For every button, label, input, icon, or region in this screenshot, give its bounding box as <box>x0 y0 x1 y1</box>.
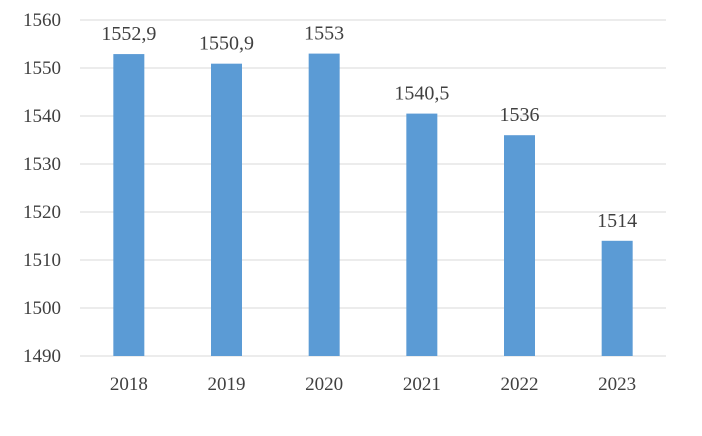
bar-2020 <box>308 53 340 356</box>
data-label-2020: 1553 <box>304 23 344 45</box>
y-tick-label: 1520 <box>23 202 61 223</box>
x-tick-label-2021: 2021 <box>403 374 441 395</box>
bar-2023 <box>601 240 633 356</box>
y-tick-label: 1550 <box>23 58 61 79</box>
bars <box>113 53 633 357</box>
x-tick-label-2022: 2022 <box>501 374 539 395</box>
x-tick-label-2019: 2019 <box>208 374 246 395</box>
y-tick-label: 1530 <box>23 154 61 175</box>
bar-2019 <box>211 63 242 357</box>
y-tick-label: 1510 <box>23 250 61 271</box>
gridlines <box>80 19 666 357</box>
data-labels: 1552,9 1550,9 1553 1540,5 1536 1514 <box>101 23 637 232</box>
x-tick-label-2020: 2020 <box>305 374 343 395</box>
data-label-2019: 1550,9 <box>199 33 254 55</box>
y-tick-label: 1540 <box>23 106 61 127</box>
y-tick-label: 1500 <box>23 298 61 319</box>
x-axis-tick-labels: 2018 2019 2020 2021 2022 2023 <box>110 374 636 395</box>
data-label-2021: 1540,5 <box>394 83 449 105</box>
x-tick-label-2023: 2023 <box>598 374 636 395</box>
y-tick-label: 1560 <box>23 10 61 31</box>
bar-2018 <box>113 54 145 357</box>
data-label-2023: 1514 <box>597 210 637 232</box>
data-label-2018: 1552,9 <box>101 23 156 45</box>
bar-2021 <box>406 113 438 356</box>
y-axis-tick-labels: 1490 1500 1510 1520 1530 1540 1550 1560 <box>23 10 61 367</box>
x-tick-label-2018: 2018 <box>110 374 148 395</box>
y-tick-label: 1490 <box>23 346 61 367</box>
data-label-2022: 1536 <box>500 104 540 126</box>
bar-2022 <box>504 135 535 356</box>
